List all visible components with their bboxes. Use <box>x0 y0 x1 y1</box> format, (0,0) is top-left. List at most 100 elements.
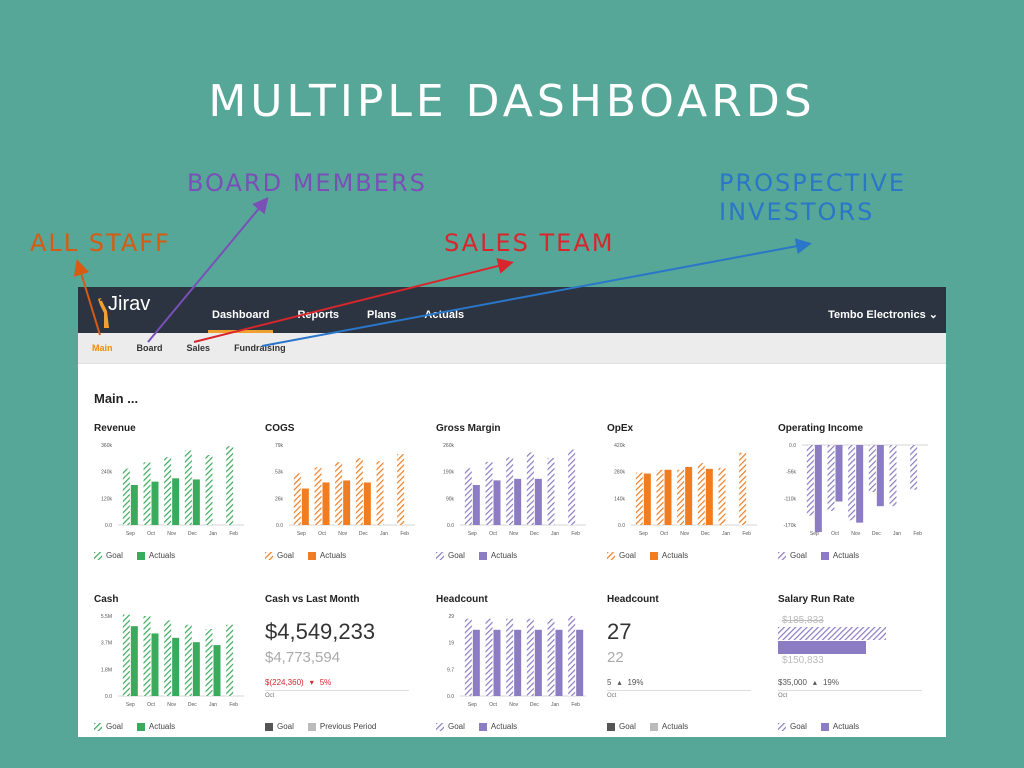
actual-bar <box>192 642 200 696</box>
actual-bar <box>472 485 480 525</box>
widget-opex[interactable]: OpEx 420k 280k 140k 0.0 Sep Oct Nov Dec Jan Feb Goa… <box>607 423 767 573</box>
legend-swatch <box>478 722 487 731</box>
goal-bar <box>143 616 151 696</box>
actual-bar <box>705 468 713 525</box>
y-tick-label: 26k <box>275 496 284 502</box>
y-tick-label: 0.0 <box>447 523 454 529</box>
legend-swatch <box>265 722 273 731</box>
chart-legend: Goal Actuals <box>436 722 531 731</box>
widget-title: OpEx <box>607 423 634 434</box>
widget-salary-run-rate[interactable]: Salary Run Rate $185,833 $150,833 $35,000 ▴ 1… <box>778 594 938 737</box>
chart-legend: Goal Actuals <box>778 551 873 560</box>
chart-legend: Goal Actuals <box>607 551 702 560</box>
tab-fundraising[interactable]: Fundraising <box>234 343 286 353</box>
goal-bar <box>547 457 555 525</box>
x-tick-label: Nov <box>851 531 860 537</box>
actual-bar <box>213 645 221 696</box>
period-label: Oct <box>607 693 617 699</box>
actual-bar <box>534 629 542 696</box>
goal-bar <box>848 445 856 521</box>
legend-label: Actuals <box>490 551 518 560</box>
dashboard-app-screenshot: Jirav Dashboard Reports Plans Actuals Te… <box>78 287 946 737</box>
legend-swatch <box>649 722 658 731</box>
goal-bar <box>656 469 664 525</box>
tab-sales[interactable]: Sales <box>186 343 211 353</box>
nav-dashboard[interactable]: Dashboard <box>198 287 283 333</box>
x-tick-label: Oct <box>660 531 668 537</box>
widget-cash[interactable]: Cash 5.5M 3.7M 1.8M 0.0 Sep Oct Nov Dec Jan Feb Goa… <box>94 594 254 737</box>
widget-title: Operating Income <box>778 423 864 434</box>
widget-title: Gross Margin <box>436 423 501 434</box>
goal-bar <box>568 449 576 525</box>
x-tick-label: Dec <box>188 531 197 537</box>
goal-value-label: $185,833 <box>782 615 824 626</box>
widget-headcount[interactable]: Headcount 29 19 9.7 0.0 Sep Oct Nov Dec Jan Feb Goa… <box>436 594 596 737</box>
goal-bar <box>335 462 343 525</box>
divider <box>265 690 409 691</box>
goal-bar <box>464 468 472 525</box>
x-tick-label: Oct <box>318 531 326 537</box>
y-tick-label: 53k <box>275 470 284 476</box>
y-tick-label: 260k <box>443 443 454 449</box>
widget-cogs[interactable]: COGS 79k 53k 26k 0.0 Sep Oct Nov Dec Jan Feb Goal Ac… <box>265 423 425 573</box>
callout-all-staff: ALL STAFF <box>30 229 171 257</box>
actual-bar <box>130 485 138 525</box>
actual-bar <box>301 488 309 525</box>
x-tick-label: Sep <box>468 702 477 708</box>
widget-cash-vs-last-month[interactable]: Cash vs Last Month $4,549,233 $4,773,594 $(… <box>265 594 425 737</box>
tab-main[interactable]: Main <box>92 343 113 353</box>
app-logo-text: Jirav <box>108 293 151 315</box>
actual-bar <box>493 480 501 525</box>
y-tick-label: 120k <box>101 496 112 502</box>
actual-bar <box>814 445 822 533</box>
actual-bar <box>778 641 866 654</box>
actual-bar <box>472 629 480 696</box>
x-tick-label: Jan <box>209 702 217 708</box>
page-title[interactable]: Main ... <box>94 391 139 406</box>
x-tick-label: Jan <box>893 531 901 537</box>
actual-bar <box>130 626 138 696</box>
legend-label: Previous Period <box>319 722 377 731</box>
goal-bar <box>122 614 130 696</box>
y-tick-label: 0.0 <box>618 523 625 529</box>
chart-legend: Goal Actuals <box>778 722 873 731</box>
widget-title: Revenue <box>94 423 136 434</box>
goal-bar <box>226 446 234 525</box>
y-tick-label: -110k <box>784 496 797 502</box>
legend-label: Goal <box>790 722 807 731</box>
goal-bar <box>485 618 493 696</box>
legend-label: Goal <box>106 551 123 560</box>
actual-bar <box>555 629 563 696</box>
legend-label: Actuals <box>661 722 689 731</box>
bar-chart: 260k 190k 90k 0.0 Sep Oct Nov Dec Jan Feb <box>443 443 586 537</box>
x-tick-label: Oct <box>147 702 155 708</box>
widget-revenue[interactable]: Revenue 360k 240k 120k 0.0 Sep Oct Nov Dec Jan Feb… <box>94 423 254 573</box>
legend-swatch <box>307 551 316 560</box>
tab-board[interactable]: Board <box>136 343 163 353</box>
goal-bar <box>910 445 918 490</box>
legend-swatch <box>94 722 102 731</box>
kpi-delta: 5 ▴ 19% <box>607 678 643 687</box>
kpi-delta: $35,000 ▴ 19% <box>778 678 839 687</box>
nav-actuals[interactable]: Actuals <box>424 309 465 321</box>
y-tick-label: 29 <box>448 614 454 620</box>
nav-reports[interactable]: Reports <box>297 309 340 321</box>
widget-gross-margin[interactable]: Gross Margin 260k 190k 90k 0.0 Sep Oct Nov Dec Ja… <box>436 423 596 573</box>
x-tick-label: Feb <box>571 702 580 708</box>
actual-bar <box>172 637 180 696</box>
goal-bar <box>164 620 172 696</box>
legend-label: Actuals <box>832 551 860 560</box>
widget-headcount[interactable]: Headcount 27 22 5 ▴ 19% Oct Goal Actuals <box>607 594 767 737</box>
x-tick-label: Oct <box>147 531 155 537</box>
company-selector[interactable]: Tembo Electronics ⌄ <box>828 309 938 321</box>
nav-plans[interactable]: Plans <box>367 309 397 321</box>
y-tick-label: -170k <box>783 523 796 529</box>
x-tick-label: Sep <box>297 531 306 537</box>
widget-operating-income[interactable]: Operating Income 0.0 -56k -110k -170k Sep Oct N… <box>778 423 938 573</box>
x-tick-label: Jan <box>551 702 559 708</box>
delta-percent: 5% <box>319 678 332 687</box>
widget-title: Cash <box>94 594 119 605</box>
y-tick-label: 420k <box>614 443 625 449</box>
goal-bar <box>806 445 814 516</box>
y-tick-label: 79k <box>275 443 284 449</box>
